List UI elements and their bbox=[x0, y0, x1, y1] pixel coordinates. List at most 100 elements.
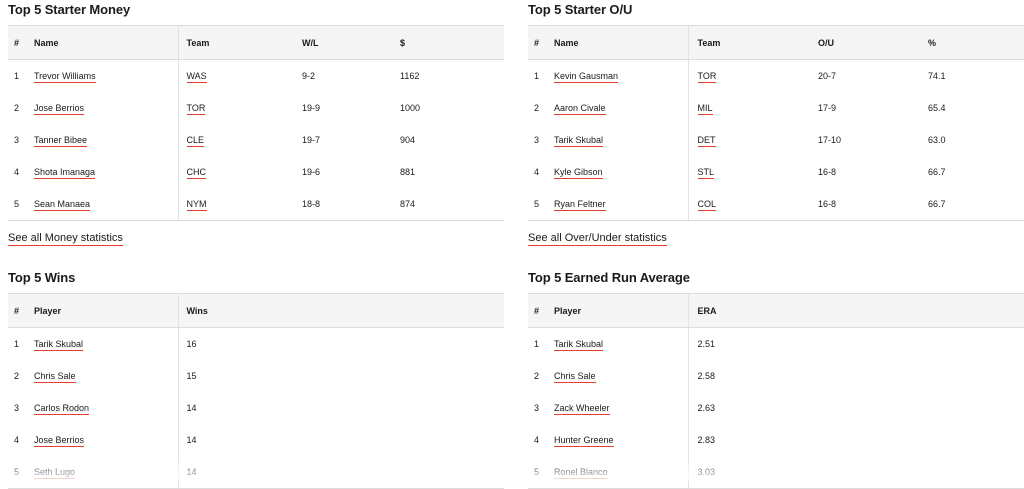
rank: 3 bbox=[534, 403, 540, 413]
team-cell: NYM bbox=[178, 188, 302, 221]
player-link[interactable]: Trevor Williams bbox=[34, 71, 96, 83]
col-ou: O/U bbox=[818, 25, 928, 60]
player-link[interactable]: Sean Manaea bbox=[34, 199, 91, 211]
col-player: Player bbox=[34, 293, 179, 328]
player-link[interactable]: Kyle Gibson bbox=[554, 167, 603, 179]
ou-value: 17-9 bbox=[818, 103, 837, 113]
player-cell: Trevor Williams bbox=[34, 59, 179, 92]
rank: 4 bbox=[14, 435, 20, 445]
pct-value: 66.7 bbox=[928, 188, 1024, 221]
rank: 1 bbox=[534, 339, 540, 349]
team-link[interactable]: MIL bbox=[697, 103, 713, 115]
wl-value: 18-8 bbox=[302, 188, 400, 221]
see-all-ou-link[interactable]: See all Over/Under statistics bbox=[528, 232, 667, 246]
col-rank: # bbox=[8, 25, 34, 60]
player-link[interactable]: Chris Sale bbox=[554, 371, 596, 383]
team-link[interactable]: TOR bbox=[186, 103, 206, 115]
wins-value: 14 bbox=[178, 456, 504, 489]
ou-table: # Name Team O/U % 1 Kevin Gausman TOR 20… bbox=[528, 25, 1024, 221]
player-cell: Tarik Skubal bbox=[34, 327, 179, 360]
money-header-row: # Name Team W/L $ bbox=[8, 25, 504, 60]
col-name: Name bbox=[554, 25, 689, 60]
rank: 1 bbox=[14, 71, 20, 81]
rank: 4 bbox=[14, 167, 20, 177]
player-cell: Jose Berrios bbox=[34, 424, 179, 456]
era-value: 2.83 bbox=[697, 435, 716, 445]
player-link[interactable]: Jose Berrios bbox=[34, 103, 85, 115]
money-value: 881 bbox=[400, 167, 416, 177]
pct-value: 74.1 bbox=[928, 71, 946, 81]
player-link[interactable]: Chris Sale bbox=[34, 371, 76, 383]
team-cell: MIL bbox=[688, 92, 818, 124]
team-link[interactable]: TOR bbox=[697, 71, 717, 83]
player-link[interactable]: Aaron Civale bbox=[554, 103, 606, 115]
player-link[interactable]: Tanner Bibee bbox=[34, 135, 88, 147]
player-link[interactable]: Tarik Skubal bbox=[554, 135, 604, 147]
wl-value: 19-6 bbox=[302, 167, 321, 177]
col-rank: # bbox=[8, 293, 34, 328]
team-link[interactable]: COL bbox=[697, 199, 717, 211]
player-link[interactable]: Ronel Blanco bbox=[554, 467, 608, 479]
team-link[interactable]: NYM bbox=[186, 199, 207, 211]
rank: 5 bbox=[8, 188, 34, 221]
player-link[interactable]: Shota Imanaga bbox=[34, 167, 96, 179]
team-link[interactable]: CLE bbox=[186, 135, 205, 147]
rank: 3 bbox=[534, 135, 540, 145]
player-link[interactable]: Ryan Feltner bbox=[554, 199, 606, 211]
player-link[interactable]: Hunter Greene bbox=[554, 435, 614, 447]
team-cell: COL bbox=[688, 188, 818, 221]
team-link[interactable]: CHC bbox=[186, 167, 206, 179]
wins-value: 16 bbox=[186, 339, 197, 349]
player-link[interactable]: Seth Lugo bbox=[34, 467, 76, 479]
col-era: ERA bbox=[688, 293, 1024, 328]
player-link[interactable]: Jose Berrios bbox=[34, 435, 85, 447]
player-cell: Tanner Bibee bbox=[34, 124, 179, 156]
player-link[interactable]: Tarik Skubal bbox=[554, 339, 604, 351]
player-cell: Ryan Feltner bbox=[554, 188, 689, 221]
money-table: # Name Team W/L $ 1 Trevor Williams WAS … bbox=[8, 25, 504, 221]
era-value: 3.03 bbox=[688, 456, 1024, 489]
player-cell: Chris Sale bbox=[554, 360, 689, 392]
col-team: Team bbox=[178, 25, 302, 60]
team-link[interactable]: WAS bbox=[186, 71, 207, 83]
table-row: 2 Aaron Civale MIL 17-9 65.4 bbox=[528, 92, 1024, 124]
era-header-row: # Player ERA bbox=[528, 293, 1024, 328]
money-value: 904 bbox=[400, 135, 416, 145]
col-wins: Wins bbox=[178, 293, 504, 328]
col-name: Name bbox=[34, 25, 179, 60]
table-row: 3 Zack Wheeler 2.63 bbox=[528, 392, 1024, 424]
table-row: 2 Jose Berrios TOR 19-9 1000 bbox=[8, 92, 504, 124]
col-team: Team bbox=[688, 25, 818, 60]
player-cell: Tarik Skubal bbox=[554, 124, 689, 156]
team-cell: TOR bbox=[688, 60, 818, 93]
team-link[interactable]: DET bbox=[697, 135, 716, 147]
rank: 2 bbox=[534, 371, 540, 381]
player-link[interactable]: Zack Wheeler bbox=[554, 403, 610, 415]
rank: 3 bbox=[14, 135, 20, 145]
player-cell: Chris Sale bbox=[34, 360, 179, 392]
player-cell: Ronel Blanco bbox=[554, 456, 689, 489]
rank: 4 bbox=[534, 435, 540, 445]
wins-value: 15 bbox=[186, 371, 197, 381]
ou-panel: Top 5 Starter O/U # Name Team O/U % 1 Ke… bbox=[528, 0, 1024, 246]
player-link[interactable]: Kevin Gausman bbox=[554, 71, 619, 83]
era-value: 2.58 bbox=[697, 371, 716, 381]
wins-panel: Top 5 Wins # Player Wins 1 Tarik Skubal … bbox=[8, 268, 504, 489]
player-link[interactable]: Tarik Skubal bbox=[34, 339, 84, 351]
rank: 5 bbox=[528, 188, 554, 221]
wins-value: 14 bbox=[186, 403, 197, 413]
era-panel: Top 5 Earned Run Average # Player ERA 1 … bbox=[528, 268, 1024, 489]
col-rank: # bbox=[528, 25, 554, 60]
team-link[interactable]: STL bbox=[697, 167, 715, 179]
player-link[interactable]: Carlos Rodon bbox=[34, 403, 90, 415]
team-cell: STL bbox=[688, 156, 818, 188]
player-cell: Kevin Gausman bbox=[554, 59, 689, 92]
player-cell: Zack Wheeler bbox=[554, 392, 689, 424]
see-all-money-link[interactable]: See all Money statistics bbox=[8, 232, 123, 246]
player-cell: Tarik Skubal bbox=[554, 327, 689, 360]
table-row: 3 Tanner Bibee CLE 19-7 904 bbox=[8, 124, 504, 156]
wl-value: 19-9 bbox=[302, 103, 321, 113]
player-cell: Shota Imanaga bbox=[34, 156, 179, 188]
rank: 1 bbox=[14, 339, 20, 349]
table-row: 4 Kyle Gibson STL 16-8 66.7 bbox=[528, 156, 1024, 188]
